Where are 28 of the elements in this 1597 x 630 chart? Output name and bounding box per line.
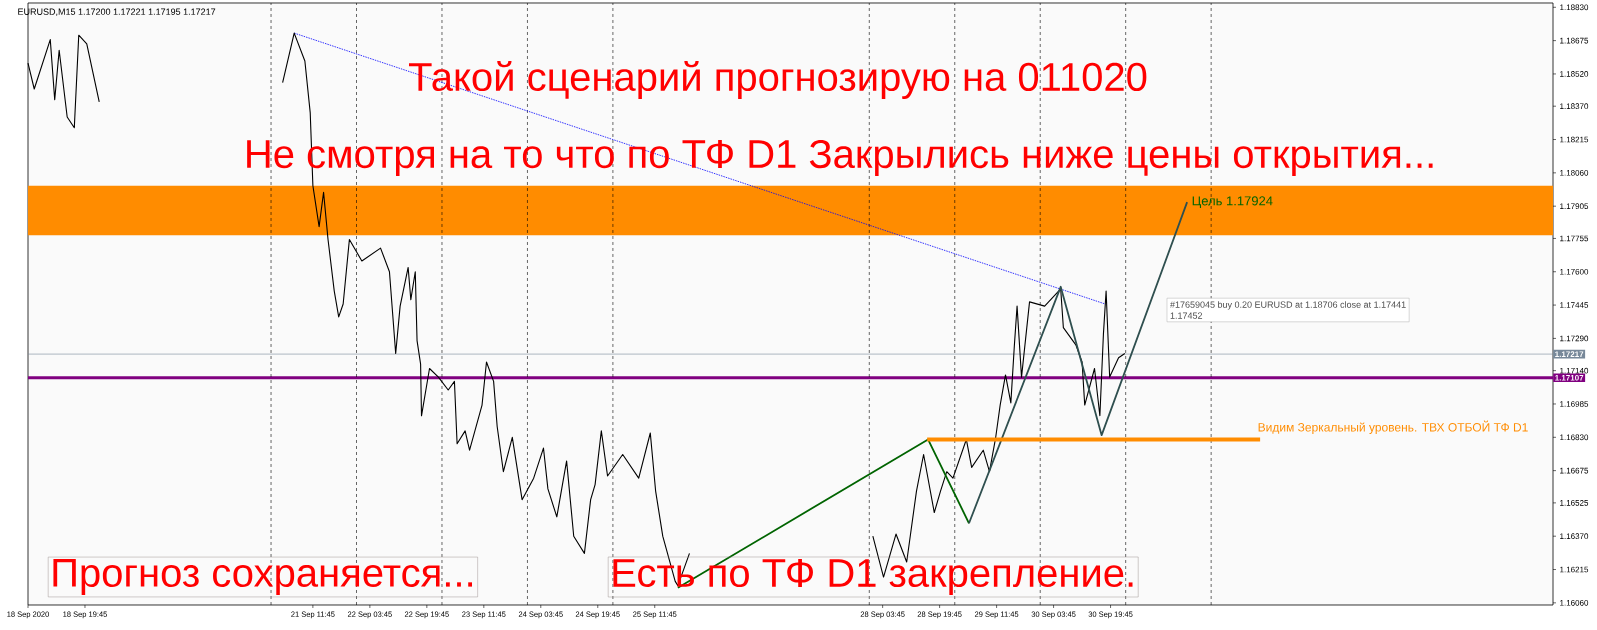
annotation: Видим Зеркальный уровень. ТВХ ОТБОЙ ТФ D1 <box>1258 420 1528 434</box>
y-tick-label: 1.17905 <box>1560 203 1589 210</box>
y-tick-label: 1.17445 <box>1560 302 1589 308</box>
y-tick-label: 1.18060 <box>1560 170 1589 176</box>
ref-line-label: 1.17107 <box>1555 374 1584 381</box>
y-tick-label: 1.16370 <box>1560 533 1589 540</box>
y-tick-label: 1.16830 <box>1560 434 1589 441</box>
y-tick-label: 1.18520 <box>1560 71 1589 77</box>
y-tick-label: 1.18215 <box>1560 136 1589 143</box>
y-tick-label: 1.18675 <box>1560 37 1589 44</box>
annotation: Цель 1.17924 <box>1192 196 1273 208</box>
annotation: Такой сценарий прогнозирую на 011020 <box>409 61 1147 99</box>
y-tick-label: 1.16675 <box>1560 467 1589 474</box>
annotation: #17659045 buy 0.20 EURUSD at 1.18706 close at 1.17441 <box>1170 301 1406 310</box>
y-tick-label: 1.17600 <box>1560 268 1589 275</box>
y-tick-label: 1.18830 <box>1560 4 1589 11</box>
y-tick-label: 1.16060 <box>1560 600 1589 606</box>
y-tick-label: 1.16215 <box>1560 566 1589 573</box>
text: EURUSD,M15 1.17200 1.17221 1.17195 1.17217 <box>18 8 216 16</box>
y-tick-label: 1.18370 <box>1560 103 1589 110</box>
y-tick-label: 1.17290 <box>1560 335 1589 342</box>
annotation: 1.17452 <box>1170 312 1203 319</box>
annotation: Прогноз сохраняется... <box>53 559 473 595</box>
y-tick-label: 1.17140 <box>1560 367 1589 374</box>
ref-line-label: 1.17217 <box>1555 351 1584 357</box>
y-tick-label: 1.17755 <box>1560 235 1589 242</box>
y-tick-label: 1.16525 <box>1560 500 1589 506</box>
y-tick-label: 1.16985 <box>1560 401 1589 407</box>
